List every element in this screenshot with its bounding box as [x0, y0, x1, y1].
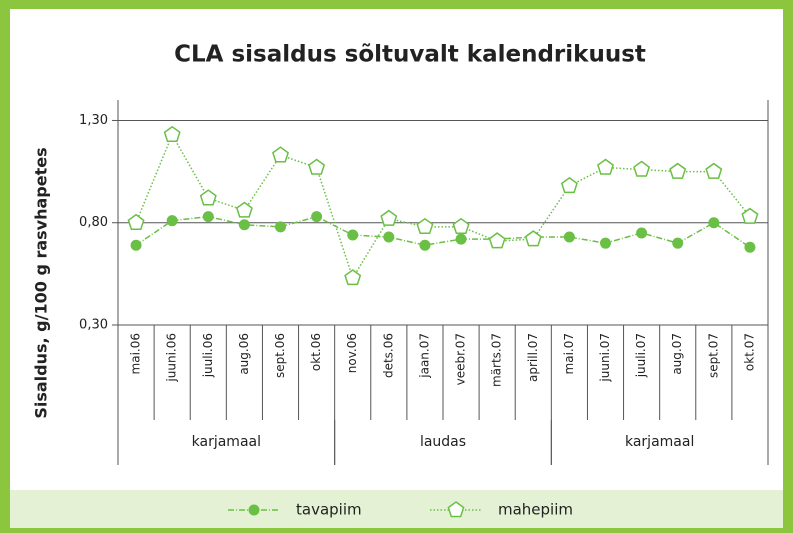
- x-tick-label: okt.07: [742, 333, 756, 371]
- x-tick-label: juuli.06: [201, 333, 215, 378]
- marker: [672, 237, 684, 249]
- y-tick-label: 0,30: [79, 318, 108, 333]
- marker: [633, 160, 651, 177]
- marker: [235, 201, 253, 218]
- series-line: [135, 215, 751, 248]
- legend-label: mahepiim: [498, 501, 573, 519]
- marker: [524, 230, 542, 247]
- marker: [447, 501, 465, 518]
- marker: [416, 217, 434, 235]
- marker: [741, 207, 759, 224]
- y-tick-label: 1,30: [79, 113, 108, 128]
- x-tick-label: dets.06: [381, 333, 395, 378]
- x-tick-label: juuli.07: [634, 333, 648, 378]
- marker: [275, 221, 286, 233]
- marker: [199, 189, 217, 206]
- marker: [383, 231, 395, 243]
- chart-title: CLA sisaldus sõltuvalt kalendrikuust: [174, 42, 646, 68]
- marker: [238, 219, 250, 231]
- marker: [248, 504, 260, 516]
- group-label: laudas: [420, 434, 466, 450]
- x-tick-label: märts.07: [490, 333, 504, 387]
- marker: [744, 241, 756, 253]
- x-tick-label: aug.06: [237, 333, 251, 375]
- marker: [344, 269, 362, 286]
- group-label: karjamaal: [192, 434, 261, 450]
- x-tick-label: mai.06: [129, 333, 143, 374]
- panel: [10, 9, 783, 490]
- marker: [563, 231, 575, 243]
- x-tick-label: aug.07: [670, 333, 684, 375]
- marker: [419, 239, 431, 251]
- marker: [488, 232, 506, 249]
- y-axis-label: Sisaldus, g/100 g rasvhapetes: [32, 147, 51, 418]
- group-label: karjamaal: [625, 434, 694, 450]
- marker: [597, 158, 614, 175]
- marker: [202, 211, 214, 223]
- x-tick-label: juuni.06: [165, 333, 179, 383]
- marker: [308, 158, 326, 175]
- marker: [455, 233, 467, 245]
- x-tick-label: veebr.07: [454, 333, 468, 385]
- marker: [311, 211, 323, 223]
- marker: [708, 217, 720, 229]
- x-tick-label: aprill.07: [526, 333, 540, 382]
- x-tick-label: jaan.07: [417, 333, 431, 379]
- y-tick-label: 0,80: [79, 215, 108, 230]
- marker: [636, 227, 648, 239]
- marker: [705, 162, 723, 179]
- marker: [560, 176, 578, 194]
- x-tick-label: sept.06: [273, 333, 287, 378]
- legend-band: [10, 490, 783, 528]
- marker: [380, 209, 398, 226]
- x-tick-label: juuni.07: [598, 333, 612, 383]
- x-tick-label: nov.06: [345, 333, 359, 373]
- x-tick-label: mai.07: [562, 333, 576, 374]
- marker: [166, 215, 178, 227]
- marker: [272, 146, 289, 163]
- marker: [130, 239, 142, 251]
- marker: [127, 213, 145, 230]
- marker: [669, 162, 687, 179]
- legend-label: tavapiim: [296, 501, 362, 519]
- marker: [452, 217, 470, 235]
- marker: [600, 237, 611, 249]
- marker: [163, 125, 181, 142]
- x-tick-label: sept.07: [706, 333, 720, 378]
- x-tick-label: okt.06: [309, 333, 323, 371]
- marker: [347, 229, 359, 241]
